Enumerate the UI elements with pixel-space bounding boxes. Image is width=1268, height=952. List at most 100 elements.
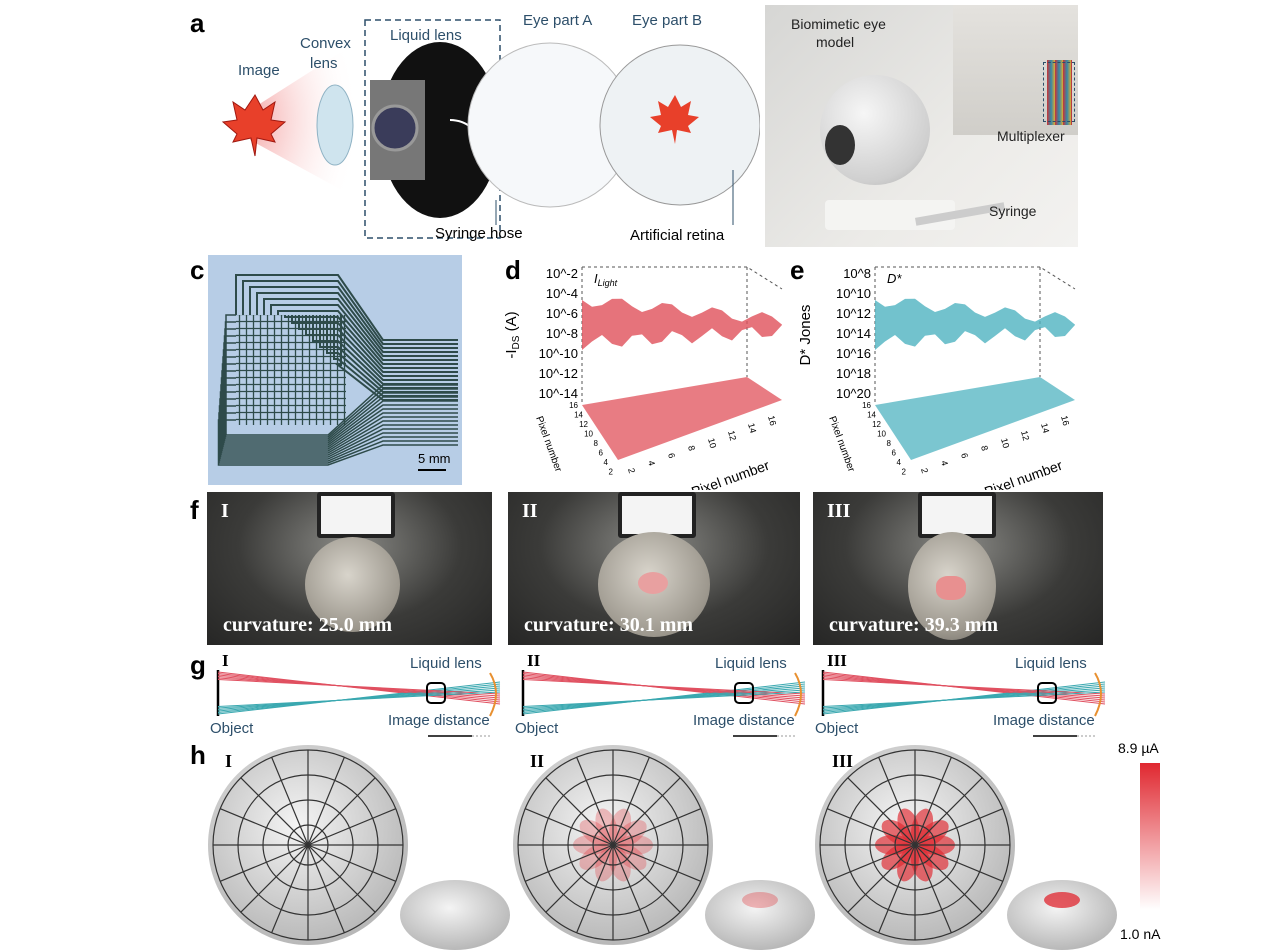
surface [875,298,1075,350]
y-tick-label: 10^14 [836,326,871,341]
retina [1094,672,1102,717]
ray-diagram: III Liquid lens Object Image distance [815,651,1106,737]
label-liquid-lens: Liquid lens [715,655,787,672]
ray [217,691,501,707]
electrode-trace [277,310,458,365]
label-image-distance: Image distance [993,712,1095,729]
x-tick-label: 8 [979,444,990,451]
electrode-trace [249,286,458,349]
roman-label: III [827,651,847,670]
small-sphere-signal [742,892,778,908]
ray [822,691,1106,707]
photo-f-1: I curvature: 25.0 mm [207,492,492,645]
x-tick-label: 16 [766,414,778,426]
label-image-distance: Image distance [693,712,795,729]
electrode-trace [220,384,458,456]
z-axis-label: Pixel number [533,415,564,474]
roman-label: II [522,500,538,522]
signal-blob [615,820,647,847]
label-multiplexer: Multiplexer [997,128,1065,144]
y-tick-label: 10^-4 [546,286,578,301]
y-tick-label: 10^18 [836,366,871,381]
electrode-trace [270,304,458,361]
z-tick-label: 10 [584,430,593,439]
z-tick-label: 2 [609,468,614,477]
y-tick-label: 10^12 [836,306,871,321]
label-model: Biomimetic eye model [791,16,886,50]
x-tick-label: 6 [666,452,677,459]
z-tick-label: 16 [569,401,578,410]
colorbar [1140,763,1160,910]
z-tick-label: 12 [872,420,881,429]
curvature-caption: curvature: 25.0 mm [223,614,393,636]
projection-map [875,377,1075,460]
y-tick-label: 10^-10 [539,346,578,361]
electrode-trace [263,298,458,357]
roman-label: II [527,651,541,670]
liquid-lens [734,682,754,704]
panel-label-e: e [790,255,805,285]
grid-line [220,808,396,882]
roman-label: II [530,751,544,771]
plot-title: ILight [594,271,618,288]
electrode-trace [242,280,458,345]
plot-title: D* [887,271,902,286]
retina [489,672,497,717]
y-tick-label: 10^8 [843,266,871,281]
x-axis-label: Pixel number [689,457,772,490]
photo-f-2: II curvature: 30.1 mm [508,492,800,645]
label-liquid-lens: Liquid lens [390,27,462,44]
z-axis-label: Pixel number [826,415,857,474]
y-axis-label: -IDS (A) [503,311,522,358]
y-tick-label: 10^10 [836,286,871,301]
label-artificial-retina: Artificial retina [630,227,725,244]
surface [582,298,782,350]
electrode-trace [217,419,458,466]
y-tick-label: 10^16 [836,346,871,361]
y-tick-label: 10^20 [836,386,871,401]
grid-line [827,808,1003,882]
small-sphere [705,880,815,950]
ray [822,679,1106,695]
retina [794,672,802,717]
x-tick-label: 6 [959,452,970,459]
label-eye-b: Eye part B [632,12,702,29]
electrode-trace [218,412,458,464]
x-axis-label: Pixel number [982,457,1065,490]
label-syringe: Syringe [989,203,1037,219]
roman-label: III [832,751,853,771]
panel-b-photo: Biomimetic eye model Multiplexer Syringe [765,5,1078,247]
ray [217,679,501,695]
y-tick-label: 10^-2 [546,266,578,281]
signal-blob [917,843,949,871]
ray-diagram: II Liquid lens Object Image distance [515,651,806,737]
panel-label-h: h [190,740,206,770]
panel-a-diagram: Image Convex lens Liquid lens Eye part A… [221,12,760,244]
curvature-caption: curvature: 30.1 mm [524,614,694,636]
panel-label-a: a [190,8,205,38]
scale-bar-label: 5 mm [418,451,451,466]
x-tick-label: 8 [686,444,697,451]
label-object: Object [515,720,559,737]
small-sphere-signal [1044,892,1080,908]
liquid-lens [1037,682,1057,704]
label-object: Object [815,720,859,737]
electrode-trace [235,274,458,341]
sphere-map: I [208,745,510,950]
z-tick-label: 4 [897,458,902,467]
panel-label-f: f [190,495,199,525]
electrode-trace [222,356,458,448]
label-convex-2: lens [310,55,338,72]
sphere-map: II [513,745,815,950]
x-tick-label: 10 [999,437,1011,449]
x-tick-label: 12 [1019,429,1031,441]
signal-blob [615,843,647,871]
electrode-trace [221,363,458,450]
y-axis-label: D* Jones [797,305,814,366]
z-tick-label: 16 [862,401,871,410]
z-tick-label: 8 [887,439,892,448]
panel-c-photo: 5 mm [208,255,462,485]
convex-lens [316,84,354,166]
z-tick-label: 14 [867,411,876,420]
